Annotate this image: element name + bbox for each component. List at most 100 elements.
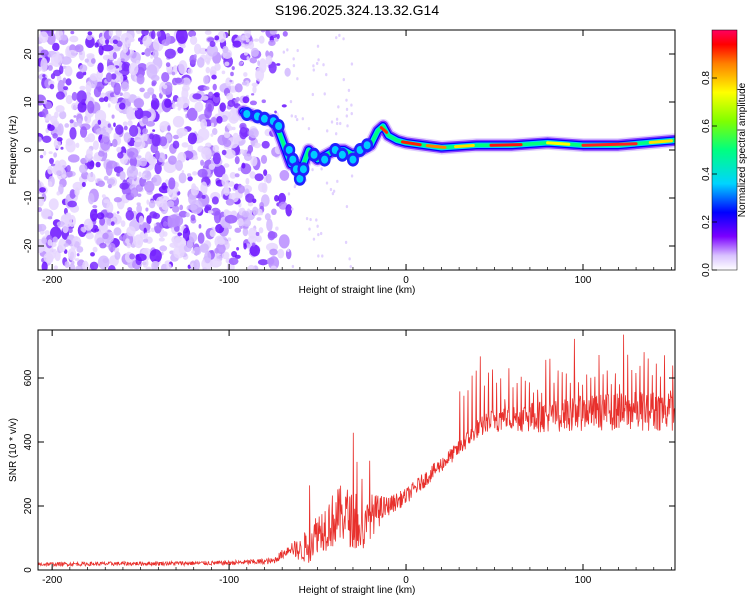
noise-speck bbox=[246, 56, 250, 61]
noise-speck bbox=[89, 73, 99, 81]
noise-speck bbox=[46, 256, 54, 264]
noise-speck bbox=[349, 264, 352, 269]
ridge-blob-core bbox=[299, 165, 307, 174]
noise-speck bbox=[186, 173, 192, 177]
noise-speck bbox=[97, 62, 104, 73]
noise-speck bbox=[67, 154, 80, 163]
noise-speck bbox=[187, 176, 193, 182]
noise-speck bbox=[40, 208, 51, 220]
snr-xtick-label: 0 bbox=[403, 575, 409, 586]
noise-speck bbox=[135, 60, 140, 65]
noise-speck bbox=[312, 68, 315, 72]
noise-speck bbox=[98, 97, 105, 103]
noise-speck bbox=[101, 194, 106, 199]
noise-speck bbox=[126, 242, 131, 249]
noise-speck bbox=[47, 124, 55, 131]
noise-speck bbox=[209, 229, 217, 238]
noise-speck bbox=[38, 207, 43, 213]
noise-speck bbox=[269, 30, 278, 35]
noise-speck bbox=[154, 162, 162, 175]
noise-speck bbox=[209, 258, 222, 268]
noise-speck bbox=[203, 86, 210, 91]
noise-speck bbox=[275, 226, 279, 231]
noise-speck bbox=[205, 99, 215, 113]
noise-speck bbox=[204, 30, 212, 35]
snr-ylabel: SNR (10 * v/v) bbox=[8, 418, 19, 482]
noise-speck bbox=[148, 200, 156, 209]
noise-speck bbox=[98, 150, 105, 157]
noise-speck bbox=[189, 35, 198, 45]
noise-speck bbox=[86, 148, 93, 159]
spectrogram-xlabel: Height of straight line (km) bbox=[299, 285, 416, 296]
ridge-hot-segment bbox=[581, 142, 638, 147]
noise-speck bbox=[183, 109, 188, 112]
snr-xtick-label: -200 bbox=[42, 575, 62, 586]
noise-speck bbox=[145, 207, 149, 212]
noise-speck bbox=[52, 236, 58, 243]
noise-speck bbox=[247, 201, 254, 207]
noise-speck bbox=[41, 237, 48, 244]
colorbar-tick-label: 0.2 bbox=[701, 215, 712, 229]
noise-speck bbox=[293, 185, 297, 189]
snr-xtick-label: 100 bbox=[575, 575, 592, 586]
noise-speck bbox=[315, 61, 319, 66]
snr-ytick-label: 600 bbox=[23, 369, 34, 386]
noise-speck bbox=[250, 47, 259, 57]
noise-speck bbox=[206, 60, 210, 65]
noise-speck bbox=[120, 58, 125, 62]
spectrogram-ytick-label: 20 bbox=[23, 48, 34, 60]
noise-speck bbox=[92, 140, 99, 151]
noise-speck bbox=[106, 65, 117, 73]
noise-speck bbox=[290, 114, 293, 118]
noise-speck bbox=[188, 193, 197, 206]
noise-speck bbox=[186, 239, 194, 249]
noise-speck bbox=[76, 246, 84, 253]
noise-speck bbox=[245, 38, 250, 43]
noise-speck bbox=[171, 235, 182, 244]
noise-speck bbox=[211, 74, 217, 80]
noise-speck bbox=[345, 107, 349, 111]
noise-speck bbox=[86, 172, 96, 183]
noise-speck bbox=[253, 38, 260, 42]
noise-speck bbox=[78, 164, 88, 174]
noise-speck bbox=[325, 181, 329, 185]
noise-speck bbox=[243, 44, 250, 49]
ridge-blob-core bbox=[296, 174, 304, 183]
noise-speck bbox=[50, 226, 62, 241]
noise-speck bbox=[242, 227, 249, 237]
noise-speck bbox=[210, 122, 215, 128]
noise-speck bbox=[207, 37, 215, 42]
noise-speck bbox=[260, 30, 266, 33]
noise-speck bbox=[235, 96, 240, 102]
noise-speck bbox=[315, 218, 318, 222]
spectrogram-ridge bbox=[236, 104, 675, 186]
noise-speck bbox=[228, 181, 235, 187]
ridge-blob-core bbox=[260, 114, 268, 123]
noise-speck bbox=[50, 242, 57, 248]
noise-speck bbox=[252, 85, 257, 94]
noise-speck bbox=[198, 223, 202, 229]
noise-speck bbox=[114, 69, 119, 75]
noise-speck bbox=[62, 223, 69, 234]
noise-speck bbox=[319, 231, 323, 236]
spectrogram-ytick-label: -20 bbox=[23, 238, 34, 253]
noise-speck bbox=[322, 63, 325, 67]
noise-speck bbox=[71, 91, 78, 101]
noise-speck bbox=[223, 148, 236, 159]
noise-speck bbox=[40, 57, 48, 73]
noise-speck bbox=[323, 92, 326, 96]
noise-speck bbox=[38, 195, 45, 207]
noise-speck bbox=[221, 149, 227, 156]
noise-speck bbox=[135, 30, 142, 35]
noise-speck bbox=[94, 231, 105, 246]
noise-speck bbox=[75, 265, 82, 270]
noise-speck bbox=[114, 251, 121, 260]
spectrogram-xtick-label: -100 bbox=[219, 275, 239, 286]
ridge-hot-segment bbox=[401, 140, 422, 147]
noise-speck bbox=[119, 236, 123, 241]
noise-speck bbox=[287, 248, 290, 252]
noise-speck bbox=[266, 218, 273, 232]
noise-speck bbox=[211, 128, 218, 135]
noise-speck bbox=[69, 119, 74, 124]
noise-speck bbox=[166, 200, 175, 208]
